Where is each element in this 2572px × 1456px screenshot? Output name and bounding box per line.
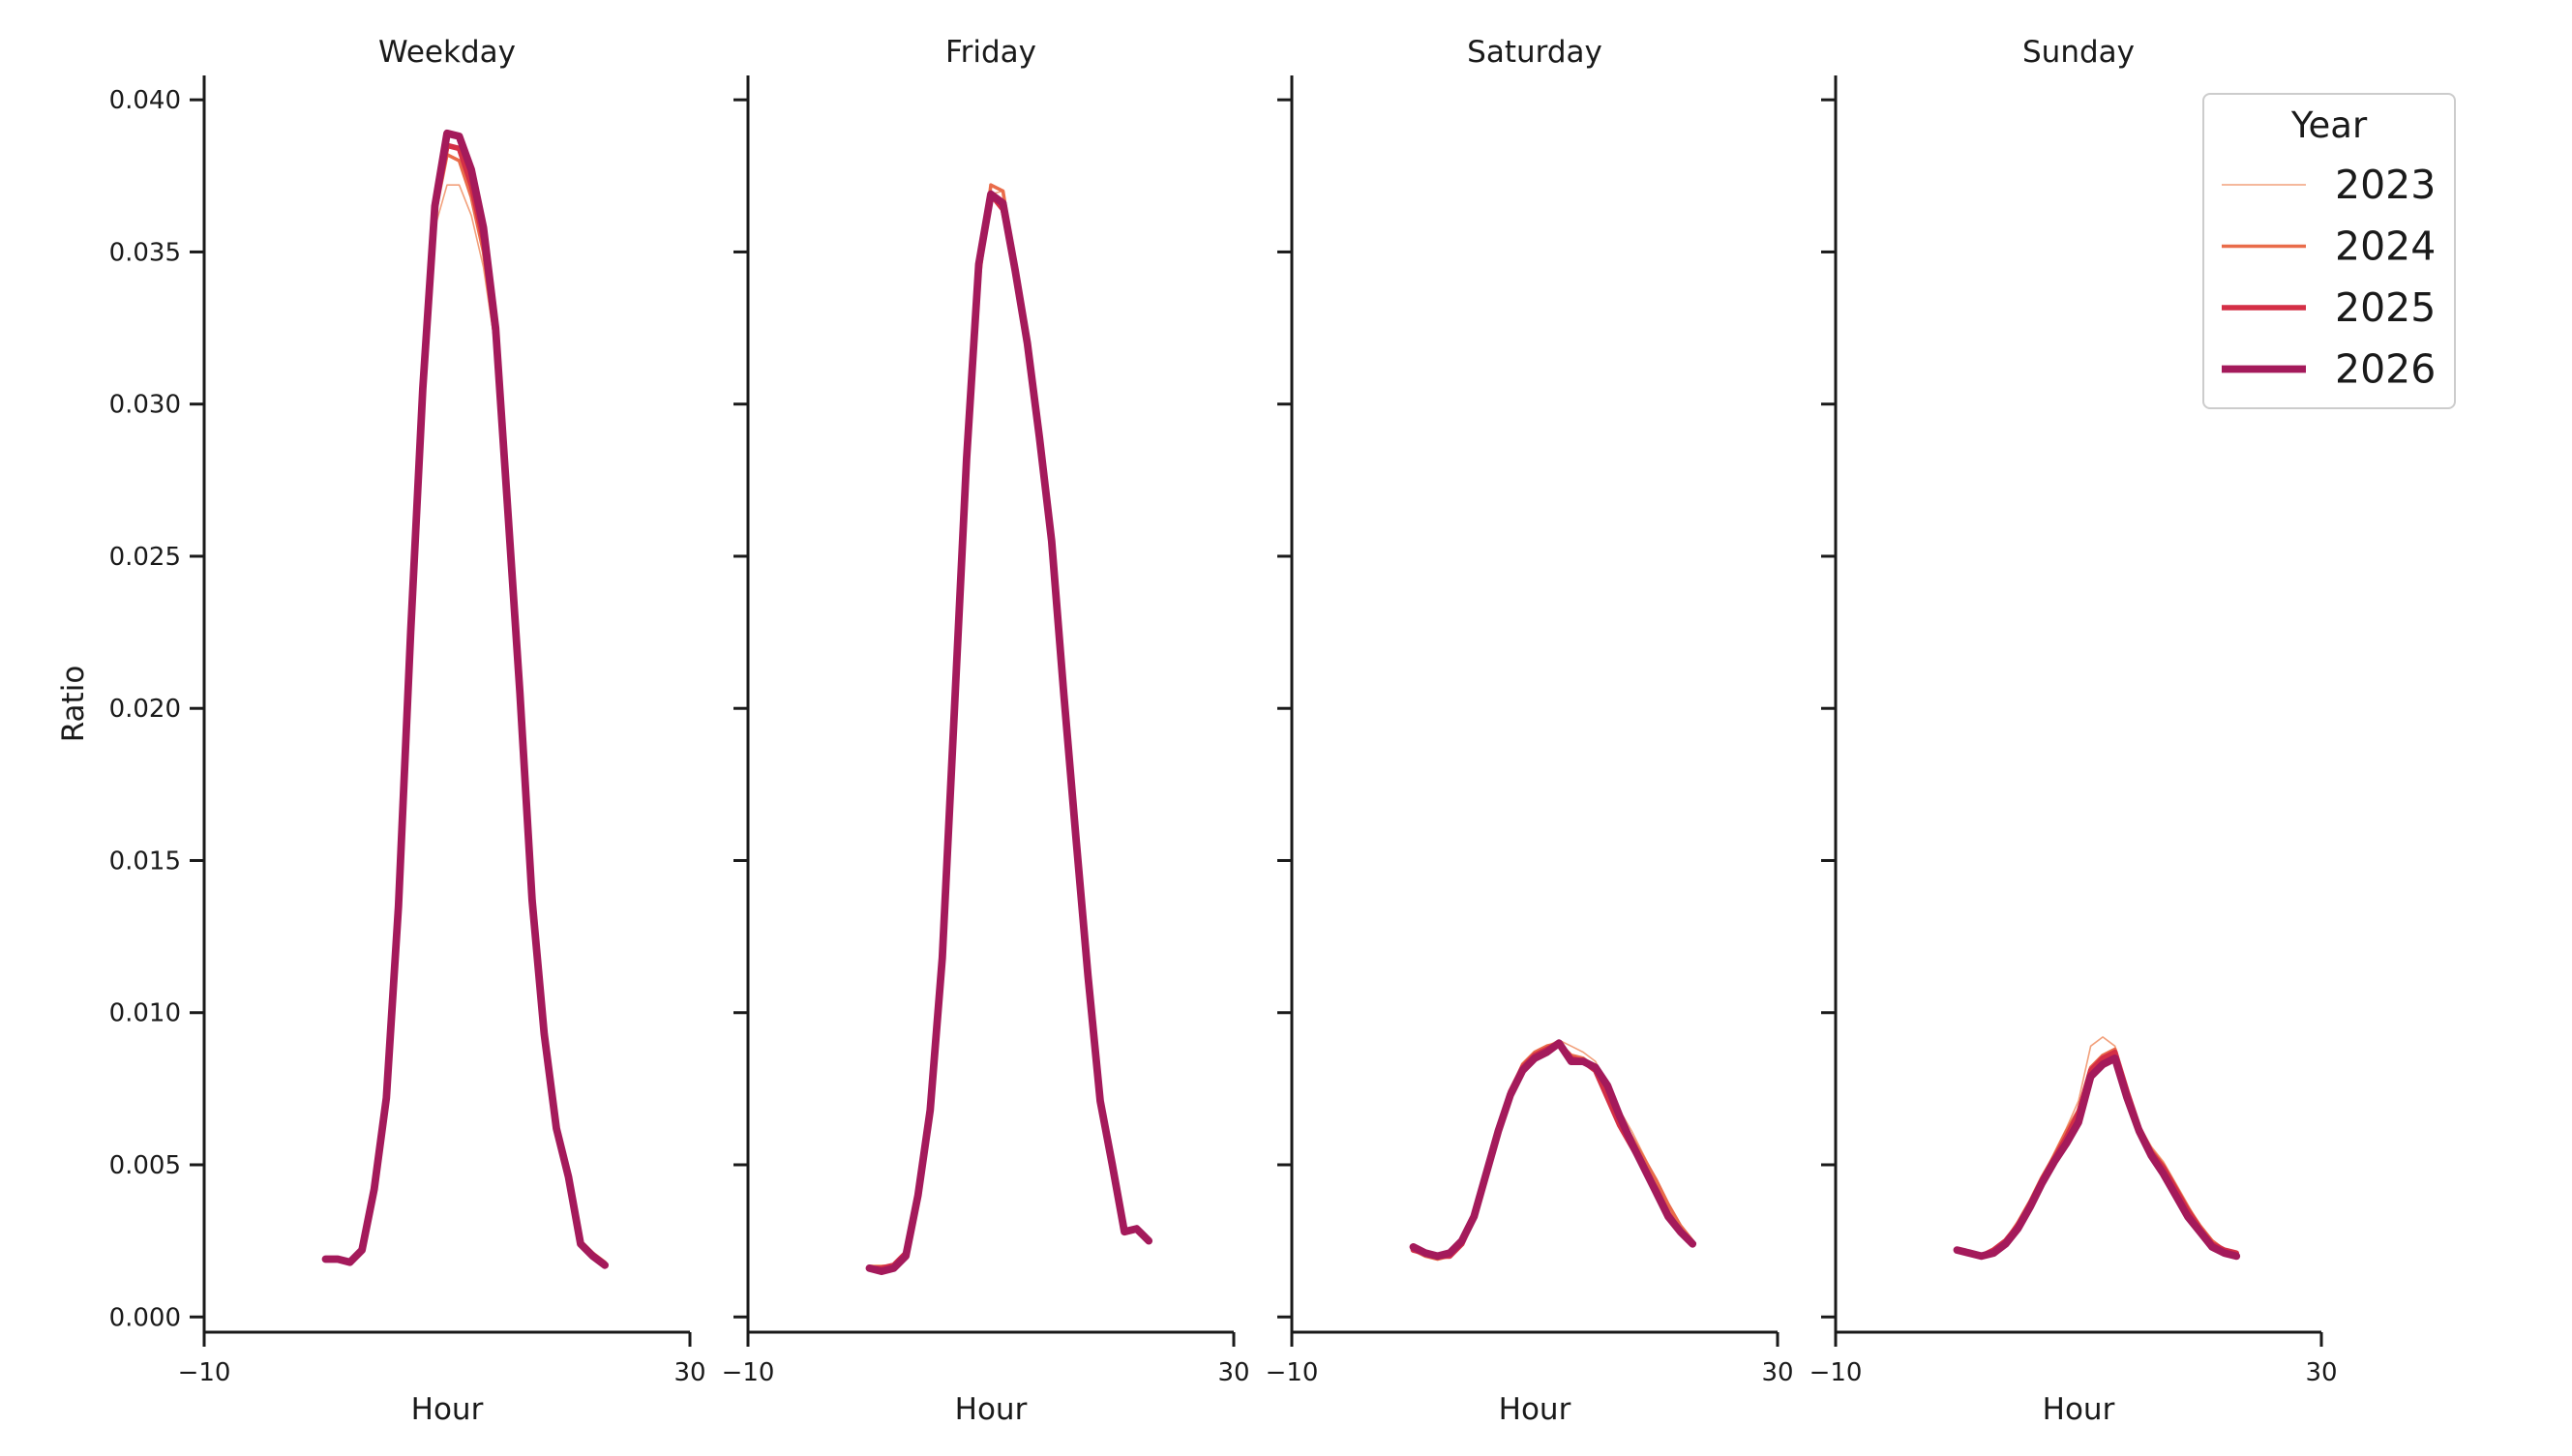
panel-saturday: Saturday −10 30 Hour bbox=[1266, 35, 1794, 1427]
series-line-2024 bbox=[867, 183, 1151, 1270]
series-line-2023 bbox=[1412, 1039, 1693, 1261]
panel-title: Friday bbox=[945, 35, 1036, 70]
series-line-2026 bbox=[1409, 1039, 1697, 1261]
series-line-2024 bbox=[323, 153, 607, 1264]
series-line-2024 bbox=[1411, 1041, 1694, 1262]
legend-entry: 2026 bbox=[2335, 346, 2436, 393]
y-tick-label: 0.040 bbox=[109, 86, 181, 115]
x-axis-label: Hour bbox=[411, 1392, 484, 1427]
x-axis-label: Hour bbox=[1499, 1392, 1571, 1427]
legend-entry: 2025 bbox=[2335, 284, 2436, 331]
y-tick-label: 0.000 bbox=[109, 1303, 181, 1332]
legend-box bbox=[2202, 93, 2456, 409]
y-tick-label: 0.030 bbox=[109, 391, 181, 420]
series-line-2025 bbox=[866, 191, 1151, 1271]
series-line-2023 bbox=[868, 190, 1150, 1266]
series-line-2026 bbox=[865, 190, 1153, 1275]
x-axis-label: Hour bbox=[955, 1392, 1028, 1427]
y-tick-label: 0.015 bbox=[109, 847, 181, 876]
legend-title: Year bbox=[2290, 104, 2368, 146]
x-tick-label: −10 bbox=[178, 1358, 231, 1387]
y-tick-label: 0.005 bbox=[109, 1151, 181, 1180]
panel-sunday: Sunday −10 30 Hour bbox=[1809, 35, 2338, 1427]
x-tick-label: 30 bbox=[2305, 1358, 2337, 1387]
series-line-2025 bbox=[322, 142, 608, 1268]
series-line-2026 bbox=[321, 129, 609, 1269]
panel-title: Sunday bbox=[2022, 35, 2135, 70]
y-tick-label: 0.020 bbox=[109, 695, 181, 724]
x-tick-label: 30 bbox=[1761, 1358, 1793, 1387]
series-line-2026 bbox=[1953, 1055, 2241, 1261]
panel-friday: Friday −10 30 Hour bbox=[722, 35, 1250, 1427]
legend-entry: 2024 bbox=[2335, 223, 2436, 270]
legend-entry: 2023 bbox=[2335, 162, 2436, 208]
x-tick-label: −10 bbox=[1809, 1358, 1863, 1387]
y-tick-label: 0.010 bbox=[109, 999, 181, 1028]
y-tick-label: 0.025 bbox=[109, 543, 181, 572]
panel-weekday: Weekday 0.000 0.005 0.010 0.015 0.020 0.025 0.0… bbox=[109, 35, 706, 1427]
series-line-2023 bbox=[324, 184, 606, 1263]
y-axis-label: Ratio bbox=[56, 666, 91, 743]
x-tick-label: 30 bbox=[673, 1358, 705, 1387]
panel-title: Weekday bbox=[378, 35, 516, 70]
x-tick-label: −10 bbox=[1266, 1358, 1319, 1387]
x-tick-label: 30 bbox=[1217, 1358, 1249, 1387]
x-axis-label: Hour bbox=[2043, 1392, 2115, 1427]
legend: Year 2023 2024 2025 2026 bbox=[2202, 93, 2456, 409]
x-tick-label: −10 bbox=[722, 1358, 775, 1387]
series-line-2025 bbox=[1410, 1040, 1695, 1260]
panel-title: Saturday bbox=[1467, 35, 1602, 70]
y-tick-label: 0.035 bbox=[109, 238, 181, 267]
